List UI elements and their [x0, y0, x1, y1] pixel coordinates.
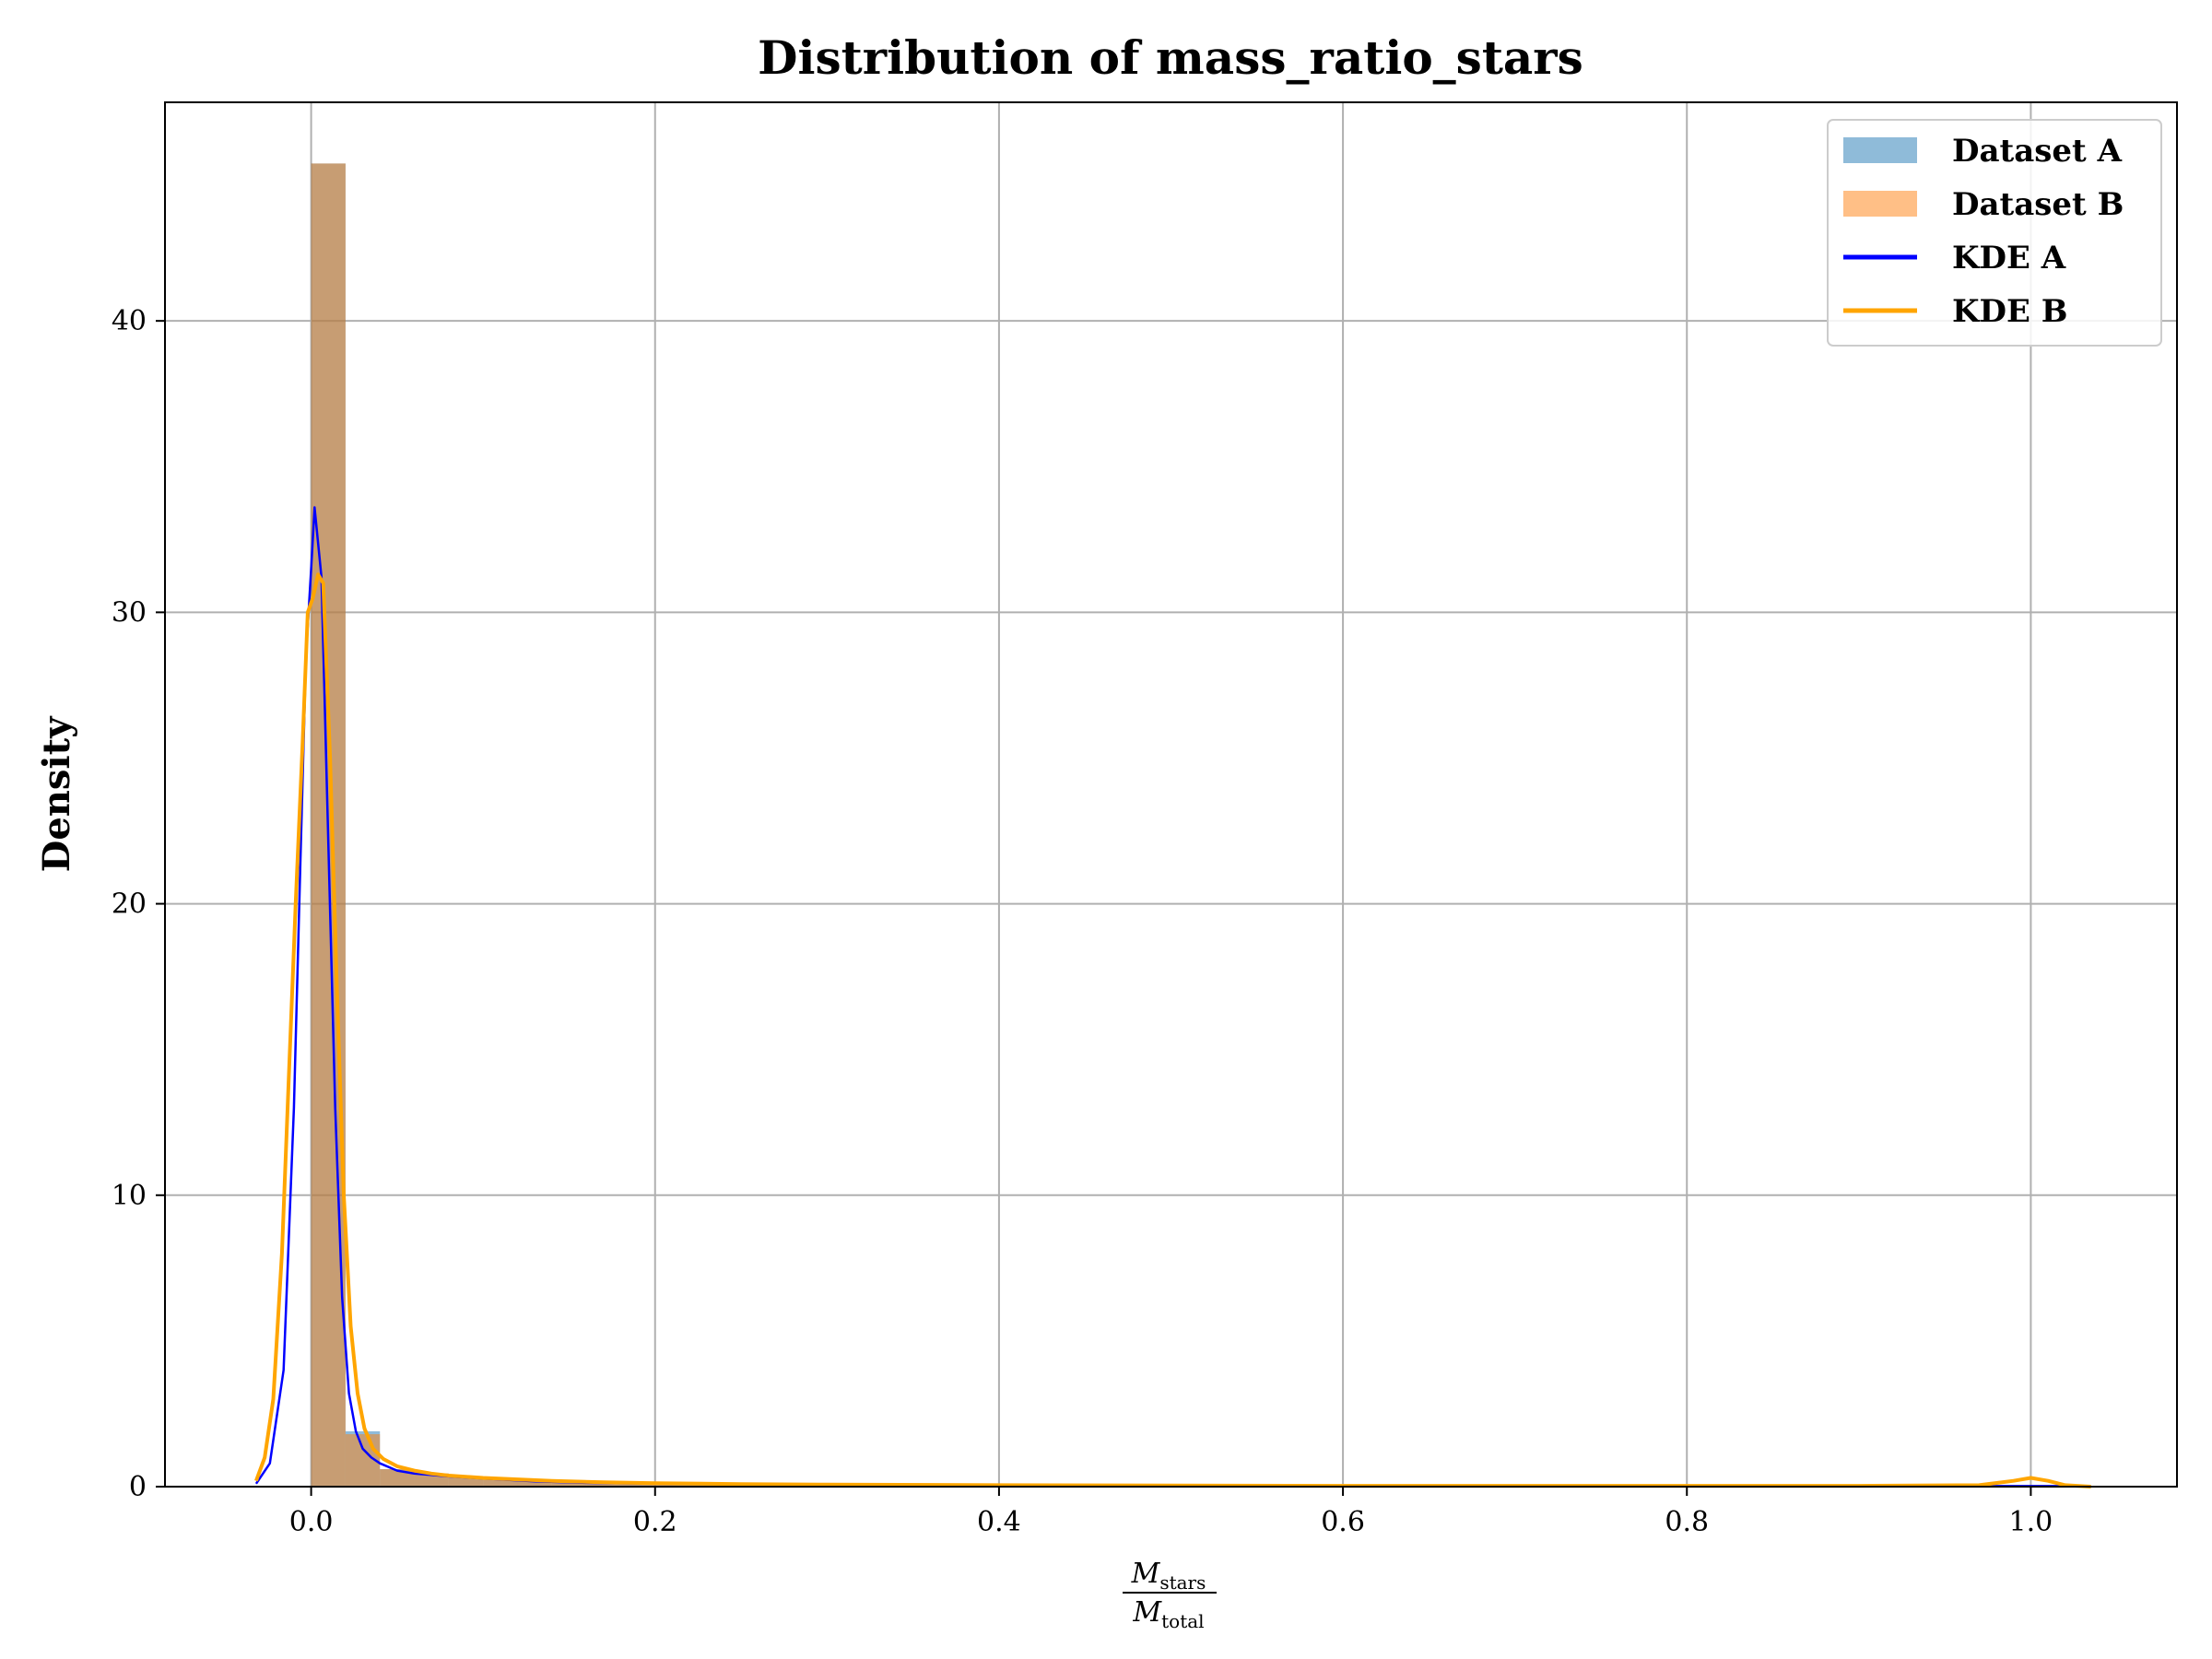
y-tick-label-0: 0 — [129, 1471, 147, 1503]
svg-text:Mstars: Mstars — [1131, 1558, 1206, 1594]
bar-1-9 — [620, 1483, 655, 1487]
x-tick-label-0: 0.0 — [289, 1506, 334, 1538]
legend-box — [1827, 119, 2162, 347]
legend-label-2: KDE A — [1952, 240, 2066, 276]
legend-swatch-0 — [1843, 137, 1917, 163]
y-tick-label-1: 10 — [112, 1180, 147, 1212]
x-tick-label-4: 0.8 — [1665, 1506, 1709, 1538]
y-tick-label-4: 40 — [112, 305, 147, 337]
x-tick-label-3: 0.6 — [1321, 1506, 1365, 1538]
y-axis-label: Density — [35, 715, 78, 872]
legend-label-3: KDE B — [1952, 293, 2068, 330]
y-tick-label-2: 20 — [112, 888, 147, 921]
bar-1-6 — [517, 1480, 552, 1487]
chart-title: Distribution of mass_ratio_stars — [758, 30, 1583, 85]
plot-frame — [164, 101, 2178, 1488]
bar-1-2 — [380, 1469, 415, 1487]
bar-1-10 — [654, 1484, 690, 1487]
x-label-numerator: M — [1131, 1558, 1161, 1590]
x-label-denominator: M — [1132, 1596, 1162, 1629]
x-label-denominator-sub: total — [1161, 1610, 1204, 1632]
bar-1-4 — [448, 1476, 484, 1487]
legend-label-1: Dataset B — [1952, 186, 2124, 223]
bar-1-8 — [586, 1483, 621, 1487]
x-tick-label-2: 0.4 — [977, 1506, 1021, 1538]
y-axis-ticks: 0 10 20 30 40 — [112, 305, 165, 1503]
legend-label-0: Dataset A — [1952, 133, 2123, 170]
bar-1-5 — [483, 1477, 518, 1487]
bar-1-7 — [551, 1481, 587, 1487]
x-axis-label: Mstars Mtotal — [1123, 1558, 1217, 1632]
x-axis-ticks: 0.0 0.2 0.4 0.6 0.8 1.0 — [289, 1487, 2053, 1538]
legend: Dataset A Dataset B KDE A KDE B — [1827, 119, 2162, 347]
svg-text:Mtotal: Mtotal — [1132, 1596, 1204, 1632]
x-tick-label-1: 0.2 — [633, 1506, 677, 1538]
y-tick-label-3: 30 — [112, 596, 147, 629]
x-tick-label-5: 1.0 — [2009, 1506, 2053, 1538]
legend-swatch-1 — [1843, 191, 1917, 217]
x-label-numerator-sub: stars — [1159, 1571, 1206, 1594]
